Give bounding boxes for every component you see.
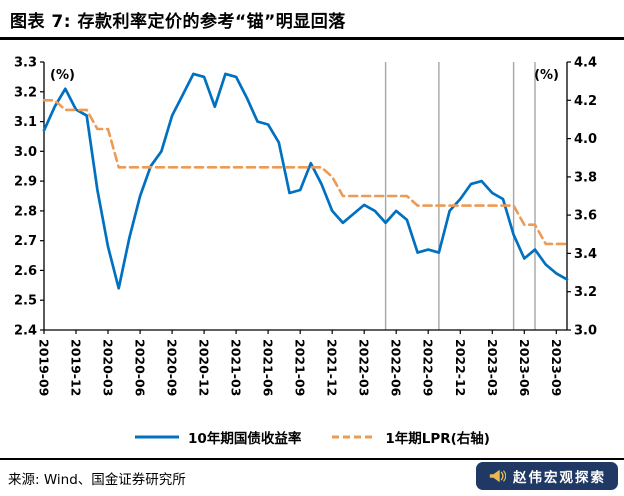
legend-swatch-dashed — [332, 435, 377, 439]
legend-label-lpr: 1年期LPR(右轴) — [385, 431, 490, 447]
x-tick-label: 2020-03 — [101, 339, 116, 396]
left-tick-label: 3.0 — [14, 145, 37, 160]
x-tick-label: 2023-03 — [485, 339, 500, 396]
right-tick-label: 4.2 — [574, 94, 597, 109]
x-tick-label: 2022-09 — [421, 339, 436, 396]
x-tick-label: 2022-03 — [357, 339, 372, 396]
left-axis-unit: (%) — [50, 68, 75, 83]
title-underline — [0, 37, 624, 40]
left-tick-label: 2.9 — [14, 175, 37, 190]
x-tick-label: 2020-09 — [165, 339, 180, 396]
legend-item-bond-yield: 10年期国债收益率 — [134, 427, 301, 447]
left-tick-label: 2.4 — [14, 324, 37, 339]
legend-swatch-solid — [135, 435, 180, 439]
x-tick-label: 2020-12 — [197, 339, 212, 396]
legend-label-bond-yield: 10年期国债收益率 — [188, 431, 302, 447]
x-tick-label: 2021-03 — [229, 339, 244, 396]
legend-item-lpr: 1年期LPR(右轴) — [331, 427, 490, 447]
right-tick-label: 4.4 — [574, 56, 597, 71]
series-line-1 — [42, 98, 569, 246]
right-axis-unit: (%) — [534, 68, 559, 83]
x-tick-label: 2023-09 — [549, 339, 564, 396]
footer-divider — [0, 458, 624, 460]
left-tick-label: 2.5 — [14, 294, 37, 309]
x-tick-label: 2022-06 — [389, 339, 404, 397]
left-tick-label: 3.1 — [14, 115, 37, 130]
right-tick-label: 3.4 — [574, 247, 597, 262]
right-tick-label: 3.8 — [574, 170, 597, 185]
right-tick-label: 3.2 — [574, 285, 597, 300]
source-text: 来源: Wind、国金证券研究所 — [8, 472, 186, 488]
x-tick-label: 2022-12 — [453, 339, 468, 396]
x-tick-label: 2019-09 — [37, 339, 52, 396]
figure-title: 图表 7: 存款利率定价的参考“锚”明显回落 — [10, 12, 346, 32]
x-tick-label: 2021-06 — [261, 339, 276, 397]
right-tick-label: 3.6 — [574, 209, 597, 224]
left-tick-label: 2.6 — [14, 264, 37, 279]
left-tick-label: 2.8 — [14, 204, 37, 219]
line-chart: 3.3 3.2 3.1 3.0 2.9 2.8 2.7 2.6 2.5 2.4 4.4 4.2 4.0 3… — [14, 56, 597, 397]
x-tick-label: 2020-06 — [133, 339, 148, 397]
watermark-text: 赵伟宏观探索 — [513, 470, 606, 486]
x-tick-label: 2019-12 — [69, 339, 84, 396]
series-line-0 — [42, 72, 569, 290]
left-tick-label: 3.3 — [14, 56, 37, 71]
left-tick-label: 2.7 — [14, 234, 37, 249]
megaphone-icon — [489, 469, 506, 483]
x-tick-label: 2021-12 — [325, 339, 340, 396]
x-tick-label: 2021-09 — [293, 339, 308, 396]
x-tick-label: 2023-06 — [517, 339, 532, 397]
right-tick-label: 3.0 — [574, 324, 597, 339]
watermark-badge: 赵伟宏观探索 — [476, 462, 618, 490]
left-tick-label: 3.2 — [14, 85, 37, 100]
chart-legend: 10年期国债收益率 1年期LPR(右轴) — [0, 427, 624, 447]
right-tick-label: 4.0 — [574, 132, 597, 147]
